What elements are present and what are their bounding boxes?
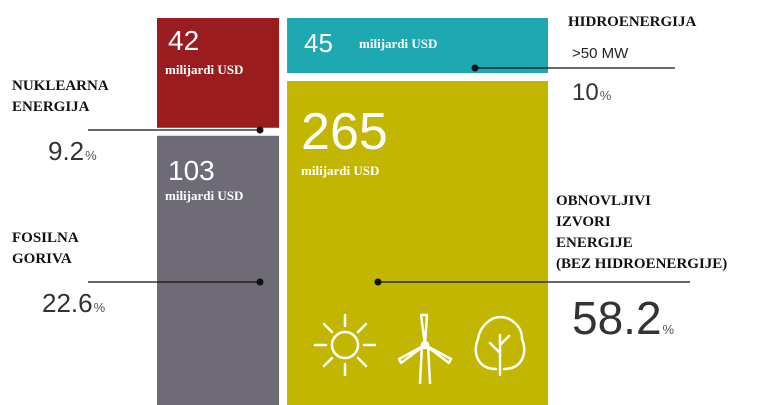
share-unit: % [600,88,612,103]
value: 42 [168,25,199,56]
icons [313,313,526,385]
value: 265 [301,103,388,161]
category-name: GORIVA [12,251,72,267]
category-note: >50 MW [572,45,629,62]
value-unit: milijardi USD [165,62,243,77]
category-name: OBNOVLJIVI [556,193,651,209]
value-unit: milijardi USD [301,163,379,178]
block [157,18,280,128]
category-name: (BEZ HIDROENERGIJE) [556,256,727,272]
share: 9.2 [48,136,84,166]
value: 103 [168,155,215,186]
value-unit: milijardi USD [165,188,243,203]
leader-dot [374,278,382,286]
block [287,18,548,74]
share: 22.6 [42,288,93,318]
leader-dot [256,126,264,134]
category-name: ENERGIJA [12,99,90,115]
share: 58.2 [572,292,662,344]
share-unit: % [94,300,106,315]
share-unit: % [663,322,675,337]
leader-dot [256,278,264,286]
category-name: ENERGIJE [556,235,633,251]
share: 10 [572,79,599,106]
category-name: NUKLEARNA [12,78,109,94]
value-unit: milijardi USD [359,36,437,51]
value: 45 [304,28,333,58]
category-name: IZVORI [556,214,611,230]
block [157,135,280,405]
category-name: FOSILNA [12,230,79,246]
leader-dot [471,64,479,72]
category-name: HIDROENERGIJA [568,14,697,30]
share-unit: % [85,148,97,163]
